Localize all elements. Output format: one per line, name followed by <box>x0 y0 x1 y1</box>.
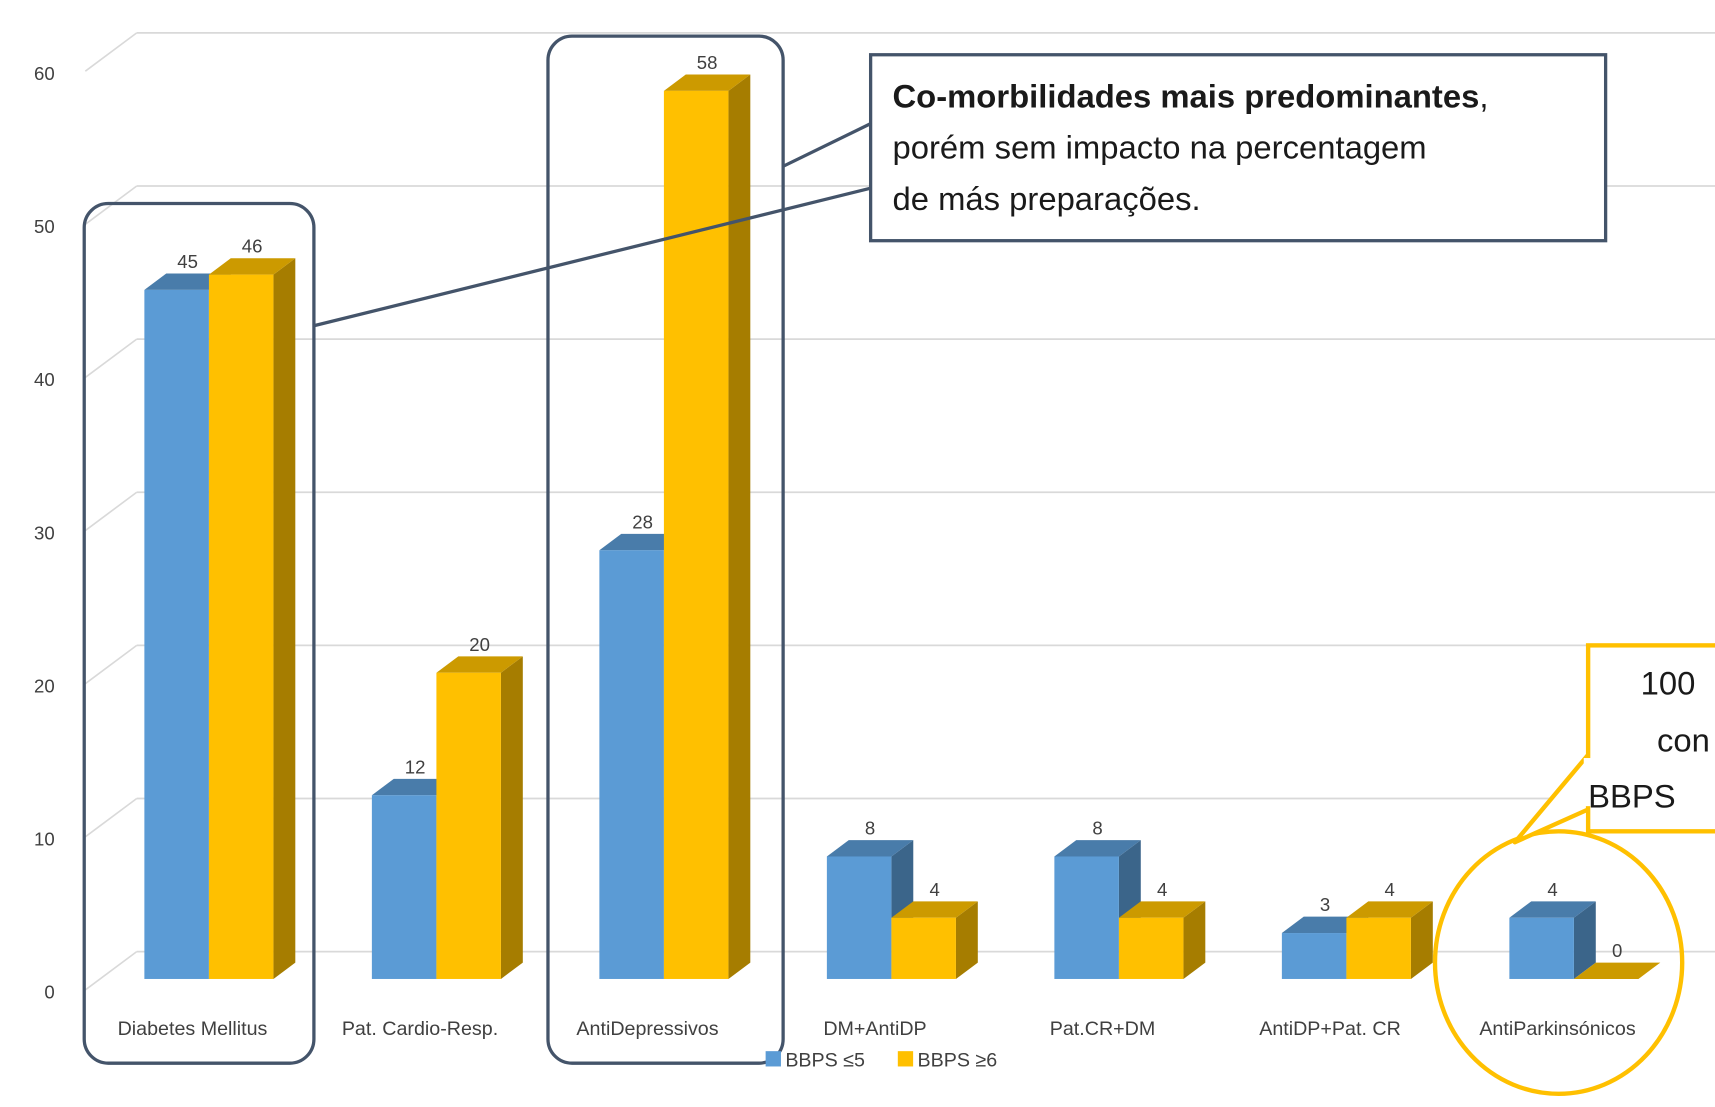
bar-top <box>1054 840 1141 857</box>
grid-line-side <box>84 491 138 532</box>
y-tick-label: 50 <box>34 216 55 237</box>
y-tick-label: 60 <box>34 63 55 84</box>
bar <box>1118 917 1184 979</box>
x-tick-label: DM+AntiDP <box>823 1018 926 1040</box>
legend-swatch <box>765 1051 781 1067</box>
grid-line-side <box>84 644 138 685</box>
callout-line <box>782 122 872 168</box>
value-label: 46 <box>242 236 263 257</box>
bar <box>826 856 892 979</box>
bar <box>663 90 729 979</box>
bar-top <box>1573 962 1661 979</box>
legend: BBPS ≤5 BBPS ≥6 <box>765 1049 998 1071</box>
annotation-punct: , <box>1479 77 1488 114</box>
x-tick-label: AntiDepressivos <box>576 1018 718 1040</box>
x-tick-label: AntiParkinsónicos <box>1479 1018 1636 1040</box>
bar <box>1054 856 1119 979</box>
bar <box>1509 917 1574 979</box>
value-label: 8 <box>1092 818 1102 839</box>
legend-label: BBPS ≥6 <box>918 1049 998 1071</box>
annotation-bold: Co-morbilidades mais predominantes <box>893 77 1480 114</box>
value-label: 4 <box>929 879 939 900</box>
bar-side <box>955 901 978 979</box>
annotation-line: de más preparações. <box>893 180 1201 217</box>
bar <box>891 917 956 979</box>
bar-side <box>1410 901 1433 979</box>
bars: Diabetes Mellitus Pat. Cardio-Resp. AntiDe… <box>118 52 1661 1040</box>
bar-side <box>1183 901 1206 979</box>
value-label: 4 <box>1547 879 1557 900</box>
bar-top <box>1118 901 1206 918</box>
highlight-box <box>546 34 785 1065</box>
bar-top <box>1509 901 1596 918</box>
value-label: 4 <box>1157 879 1167 900</box>
y-tick-label: 40 <box>34 369 55 390</box>
value-label: 12 <box>405 756 426 777</box>
bar-side <box>273 258 296 979</box>
grid-line-side <box>84 797 138 838</box>
bar-side <box>1573 901 1596 979</box>
highlight-circle <box>1432 829 1685 1096</box>
value-label: 8 <box>865 818 875 839</box>
highlight-box <box>82 201 316 1065</box>
annotation-box <box>868 53 1608 243</box>
bar-top <box>208 258 296 275</box>
value-label: 28 <box>632 511 653 532</box>
bar-side <box>728 74 751 979</box>
bar <box>436 672 501 979</box>
value-label: 58 <box>697 52 718 73</box>
value-label: 20 <box>469 634 490 655</box>
value-label: 4 <box>1384 879 1394 900</box>
value-label: 3 <box>1320 894 1330 915</box>
bar <box>1346 917 1411 979</box>
bar-side <box>500 656 523 979</box>
grid-line-side <box>84 32 138 72</box>
annotation-line: con <box>1657 721 1710 758</box>
x-tick-label: Diabetes Mellitus <box>118 1018 268 1040</box>
bar <box>599 550 664 979</box>
callout-line <box>312 186 872 328</box>
annotation-line: BBPS <box>1588 777 1676 814</box>
bar <box>144 289 209 979</box>
grid-line-side <box>84 950 138 991</box>
grid-line-side <box>84 338 138 379</box>
x-tick-label: Pat. Cardio-Resp. <box>342 1018 498 1040</box>
bar-top <box>663 74 751 91</box>
legend-swatch <box>897 1051 914 1067</box>
callout-join <box>1583 758 1593 807</box>
y-tick-label: 30 <box>34 522 55 543</box>
bar-top <box>891 901 978 918</box>
annotation-box <box>1585 643 1715 834</box>
bar-top <box>826 840 914 857</box>
y-tick-label: 0 <box>44 982 54 1003</box>
value-label: 45 <box>177 251 198 272</box>
y-tick-label: 20 <box>34 675 55 696</box>
legend-label: BBPS ≤5 <box>785 1049 865 1071</box>
value-label: 0 <box>1612 940 1622 961</box>
annotation-line: Co-morbilidades mais predominantes, <box>893 77 1489 114</box>
bar <box>371 795 437 979</box>
bar <box>1281 933 1347 979</box>
bar-top <box>1346 901 1433 918</box>
bar <box>208 274 274 979</box>
x-tick-label: Pat.CR+DM <box>1050 1018 1156 1040</box>
x-tick-label: AntiDP+Pat. CR <box>1259 1018 1401 1040</box>
annotation-line: porém sem impacto na percentagem <box>893 129 1427 166</box>
annotation-line: 100 <box>1641 665 1696 702</box>
y-tick-label: 10 <box>34 829 55 850</box>
bar-top <box>436 656 523 673</box>
